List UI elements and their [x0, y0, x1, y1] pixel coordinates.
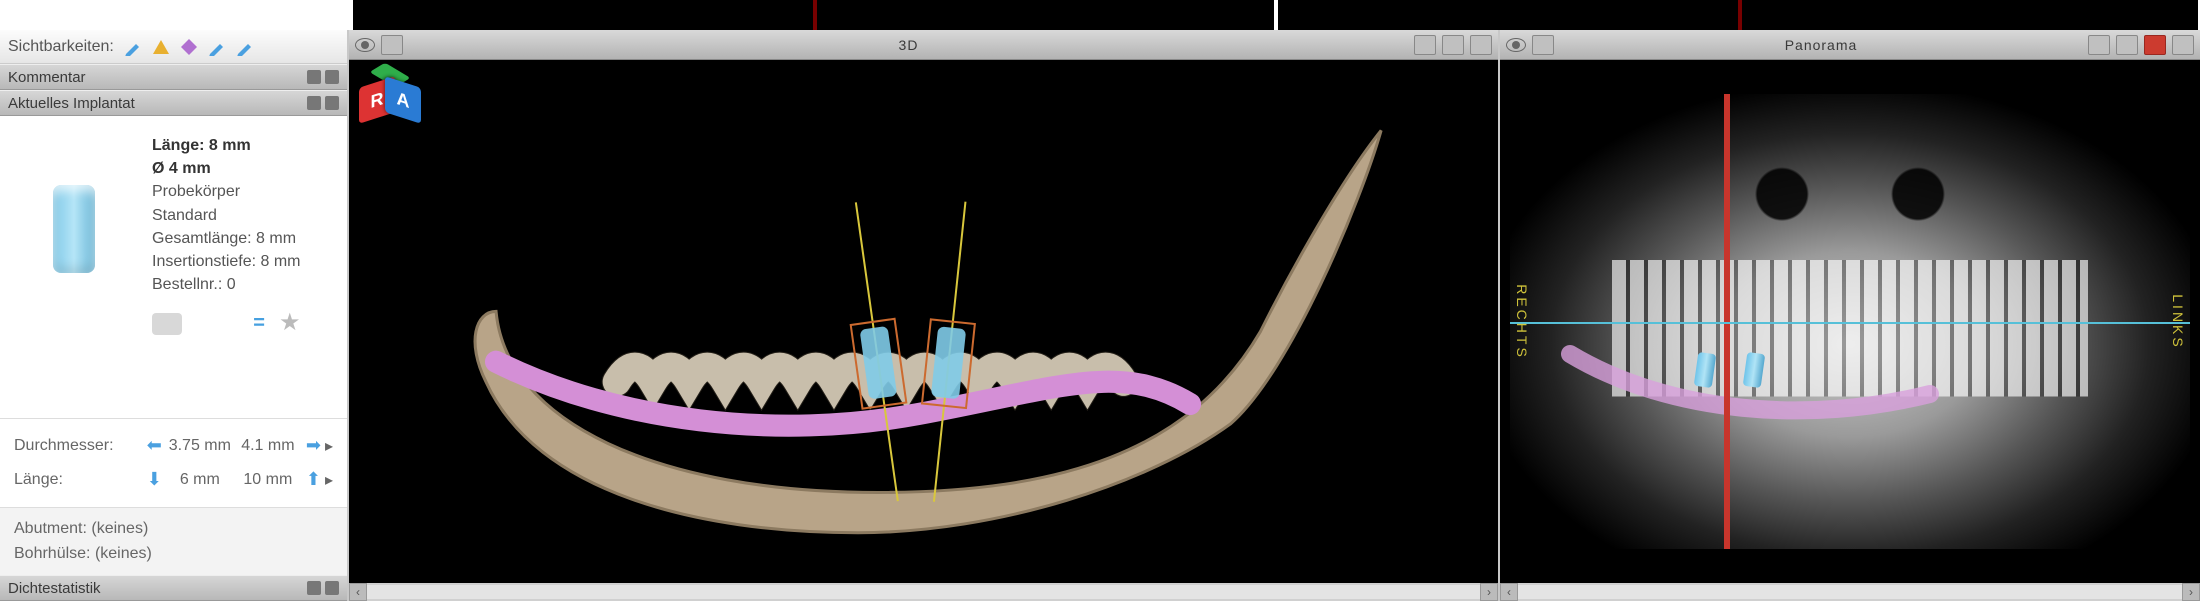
implant-standard: Standard	[152, 207, 217, 224]
length-decrease-button[interactable]: ⬇	[143, 469, 166, 490]
view-sync-button[interactable]	[1414, 35, 1436, 55]
visibility-row: Sichtbarkeiten:	[0, 30, 347, 64]
length-down-value: 6 mm	[166, 471, 234, 489]
implant-total-length: Gesamtlänge: 8 mm	[152, 230, 296, 247]
adjustment-panel: Durchmesser: ⬅ 3.75 mm 4.1 mm ➡ ▸ Länge:…	[0, 418, 347, 507]
viewport-title: Panorama	[1560, 37, 2082, 53]
diameter-increase-button[interactable]: ➡	[302, 435, 325, 456]
scroll-right-button[interactable]: ›	[2182, 583, 2200, 601]
align-icon[interactable]: =	[253, 309, 265, 338]
viewport-panorama-scrollbar[interactable]: ‹ ›	[1500, 583, 2200, 601]
jaw-3d-render	[349, 60, 1498, 583]
scroll-left-button[interactable]: ‹	[1500, 583, 1518, 601]
view-sync-button[interactable]	[2088, 35, 2110, 55]
diameter-label: Durchmesser:	[14, 437, 143, 455]
length-label: Länge:	[14, 471, 143, 489]
abutment-value: Abutment: (keines)	[14, 516, 333, 542]
viewport-3d: 3D R A ‹ ›	[349, 30, 1498, 601]
pencil2-icon[interactable]	[208, 38, 226, 56]
length-more-button[interactable]: ▸	[325, 470, 333, 490]
diameter-up-value: 4.1 mm	[234, 437, 302, 455]
view-expand-button[interactable]	[1442, 35, 1464, 55]
sleeve-value: Bohrhülse: (keines)	[14, 541, 333, 567]
implant-specs: Länge: 8 mm Ø 4 mm Probekörper Standard …	[152, 134, 301, 341]
implant-detail-panel: Länge: 8 mm Ø 4 mm Probekörper Standard …	[0, 116, 347, 418]
length-adjust-row: Länge: ⬇ 6 mm 10 mm ⬆ ▸	[14, 463, 333, 497]
view-tool-button[interactable]	[381, 35, 403, 55]
info-badge-icon[interactable]	[152, 313, 182, 335]
extra-info-panel: Abutment: (keines) Bohrhülse: (keines)	[0, 507, 347, 575]
horizontal-slice-line[interactable]	[1510, 322, 2190, 324]
viewport-title: 3D	[409, 37, 1408, 53]
scroll-left-button[interactable]: ‹	[349, 583, 367, 601]
viewport-panorama-canvas[interactable]: RECHTS LINKS	[1500, 60, 2200, 583]
implant-cylinder-icon	[53, 185, 95, 273]
section-label: Aktuelles Implantat	[8, 95, 135, 112]
sidebar: Sichtbarkeiten: Kommentar Aktuelles Impl…	[0, 30, 347, 601]
diameter-more-button[interactable]: ▸	[325, 436, 333, 456]
visibility-toggle-icon[interactable]	[1506, 38, 1526, 52]
diameter-adjust-row: Durchmesser: ⬅ 3.75 mm 4.1 mm ➡ ▸	[14, 429, 333, 463]
view-expand-button[interactable]	[2116, 35, 2138, 55]
side-label-links: LINKS	[2170, 294, 2186, 349]
section-label: Dichtestatistik	[8, 580, 101, 597]
view-close-button[interactable]	[2144, 35, 2166, 55]
implant-diameter: Ø 4 mm	[152, 160, 211, 177]
nerve-overlay	[1510, 94, 2190, 514]
viewport-3d-scrollbar[interactable]: ‹ ›	[349, 583, 1498, 601]
implant-length: Länge: 8 mm	[152, 137, 251, 154]
scroll-right-button[interactable]: ›	[1480, 583, 1498, 601]
axial-slice[interactable]	[353, 0, 1274, 30]
coronal-slice[interactable]	[1278, 0, 2199, 30]
length-increase-button[interactable]: ⬆	[302, 469, 325, 490]
section-aktuelles-implantat[interactable]: Aktuelles Implantat	[0, 90, 347, 116]
pencil3-icon[interactable]	[236, 38, 254, 56]
view-tool-button[interactable]	[1532, 35, 1554, 55]
viewport-3d-header: 3D	[349, 30, 1498, 60]
triangle-icon[interactable]	[152, 38, 170, 56]
viewport-panorama-header: Panorama	[1500, 30, 2200, 60]
visibility-toggle-icon[interactable]	[355, 38, 375, 52]
top-slice-strip	[0, 0, 2200, 30]
diameter-decrease-button[interactable]: ⬅	[143, 435, 166, 456]
side-label-rechts: RECHTS	[1514, 284, 1530, 360]
viewport-3d-canvas[interactable]: R A	[349, 60, 1498, 583]
view-settings-button[interactable]	[1470, 35, 1492, 55]
implant-insertion-depth: Insertionstiefe: 8 mm	[152, 253, 301, 270]
implant-type: Probekörper	[152, 183, 240, 200]
view-settings-button[interactable]	[2172, 35, 2194, 55]
diameter-down-value: 3.75 mm	[166, 437, 234, 455]
pencil-icon[interactable]	[124, 38, 142, 56]
length-up-value: 10 mm	[234, 471, 302, 489]
diamond-icon[interactable]	[180, 38, 198, 56]
favorite-icon[interactable]: ★	[279, 306, 301, 341]
section-kommentar[interactable]: Kommentar	[0, 64, 347, 90]
visibility-label: Sichtbarkeiten:	[8, 38, 114, 56]
section-dichtestatistik[interactable]: Dichtestatistik	[0, 575, 347, 601]
viewport-panorama: Panorama RECHTS LINKS ‹ ›	[1500, 30, 2200, 601]
implant-preview	[14, 134, 134, 324]
implant-order-no: Bestellnr.: 0	[152, 276, 236, 293]
section-label: Kommentar	[8, 69, 86, 86]
